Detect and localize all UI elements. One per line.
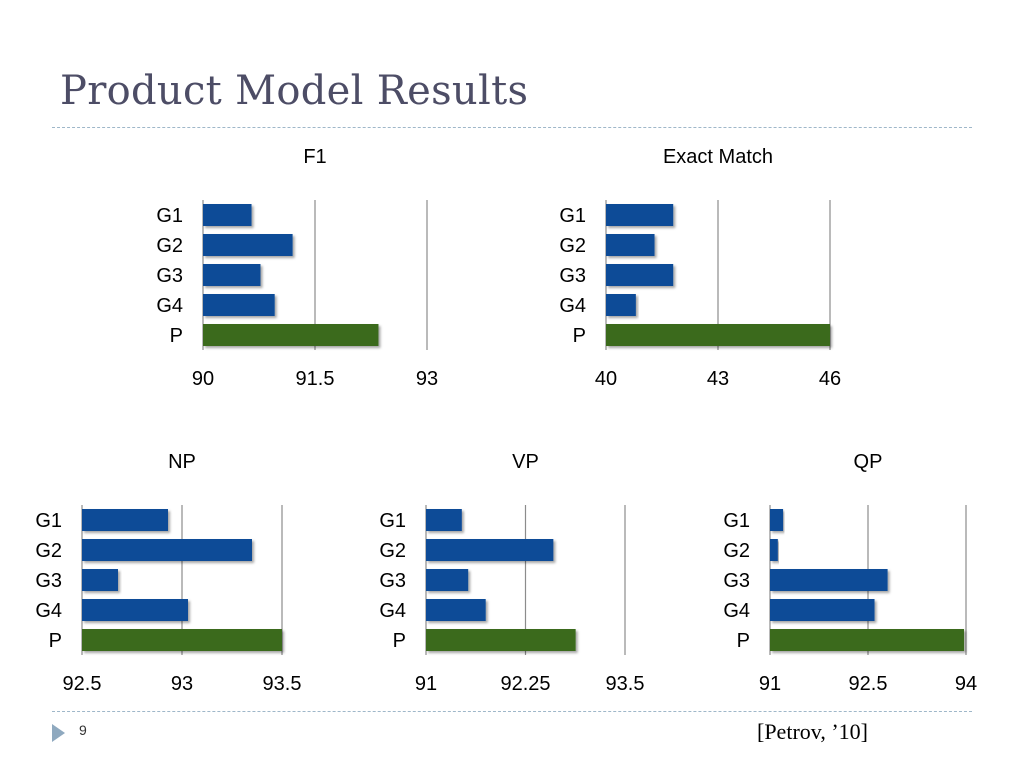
title-divider: [52, 127, 972, 128]
tick-label: 46: [819, 368, 841, 390]
category-label: G2: [379, 540, 406, 562]
bar-g4: [770, 599, 875, 621]
bar-p: [203, 324, 379, 346]
bar-g4: [203, 294, 275, 316]
category-label: G4: [559, 295, 586, 317]
category-label: G3: [559, 265, 586, 287]
chart-4: QP G1 G2 G3 G4 P 91 92.5 94: [723, 451, 977, 695]
chart-title: QP: [854, 451, 883, 473]
category-label: G2: [559, 235, 586, 257]
tick-label: 92.5: [849, 673, 888, 695]
tick-label: 93: [171, 673, 193, 695]
category-label: G2: [156, 235, 183, 257]
chart-title: VP: [512, 451, 539, 473]
category-label: G4: [35, 600, 62, 622]
bar-g2: [770, 539, 778, 561]
category-label: G4: [723, 600, 750, 622]
tick-label: 92.25: [500, 673, 550, 695]
bar-p: [606, 324, 830, 346]
bar-p: [82, 629, 282, 651]
chart-3: VP G1 G2 G3 G4 P 91 92.25 93.5: [379, 451, 644, 695]
bar-g3: [203, 264, 261, 286]
category-label: G3: [723, 570, 750, 592]
chart-1: Exact Match G1 G2 G3 G4 P 40 43 46: [559, 146, 841, 390]
category-label: G3: [379, 570, 406, 592]
category-label: P: [49, 630, 62, 652]
tick-label: 93: [416, 368, 438, 390]
bar-g4: [606, 294, 636, 316]
tick-label: 40: [595, 368, 617, 390]
category-label: G3: [156, 265, 183, 287]
bar-g1: [203, 204, 252, 226]
category-label: P: [737, 630, 750, 652]
bar-g1: [606, 204, 674, 226]
footer-arrow-icon: [52, 724, 65, 742]
bar-g2: [426, 539, 554, 561]
tick-label: 91: [759, 673, 781, 695]
bar-g2: [203, 234, 293, 256]
bar-g1: [82, 509, 168, 531]
chart-title: Exact Match: [663, 146, 773, 168]
citation: [Petrov, ’10]: [757, 719, 868, 744]
category-label: G3: [35, 570, 62, 592]
category-label: P: [393, 630, 406, 652]
slide-number: 9: [79, 722, 87, 738]
category-label: G1: [723, 510, 750, 532]
category-label: G1: [559, 205, 586, 227]
category-label: P: [170, 325, 183, 347]
slide-title: Product Model Results: [60, 68, 529, 114]
category-label: G4: [379, 600, 406, 622]
bar-g1: [770, 509, 784, 531]
tick-label: 91.5: [296, 368, 335, 390]
bar-g4: [82, 599, 188, 621]
category-label: G4: [156, 295, 183, 317]
category-label: P: [573, 325, 586, 347]
tick-label: 94: [955, 673, 977, 695]
tick-label: 91: [415, 673, 437, 695]
category-label: G2: [35, 540, 62, 562]
tick-label: 93.5: [606, 673, 645, 695]
chart-0: F1 G1 G2 G3 G4 P 90 91.5 93: [156, 146, 438, 390]
chart-2: NP G1 G2 G3 G4 P92.5 93 93.5: [35, 451, 301, 695]
bar-g4: [426, 599, 486, 621]
chart-title: NP: [168, 451, 196, 473]
tick-label: 93.5: [263, 673, 302, 695]
category-label: G1: [35, 510, 62, 532]
tick-label: 90: [192, 368, 214, 390]
footer-divider: [52, 711, 972, 712]
bar-g1: [426, 509, 462, 531]
category-label: G2: [723, 540, 750, 562]
category-label: G1: [156, 205, 183, 227]
bar-g3: [426, 569, 469, 591]
bar-g2: [82, 539, 252, 561]
bar-g3: [770, 569, 888, 591]
bar-g2: [606, 234, 655, 256]
bar-p: [770, 629, 965, 651]
bar-g3: [82, 569, 118, 591]
tick-label: 92.5: [63, 673, 102, 695]
category-label: G1: [379, 510, 406, 532]
tick-label: 43: [707, 368, 729, 390]
bar-g3: [606, 264, 674, 286]
chart-title: F1: [303, 146, 326, 168]
bar-p: [426, 629, 576, 651]
